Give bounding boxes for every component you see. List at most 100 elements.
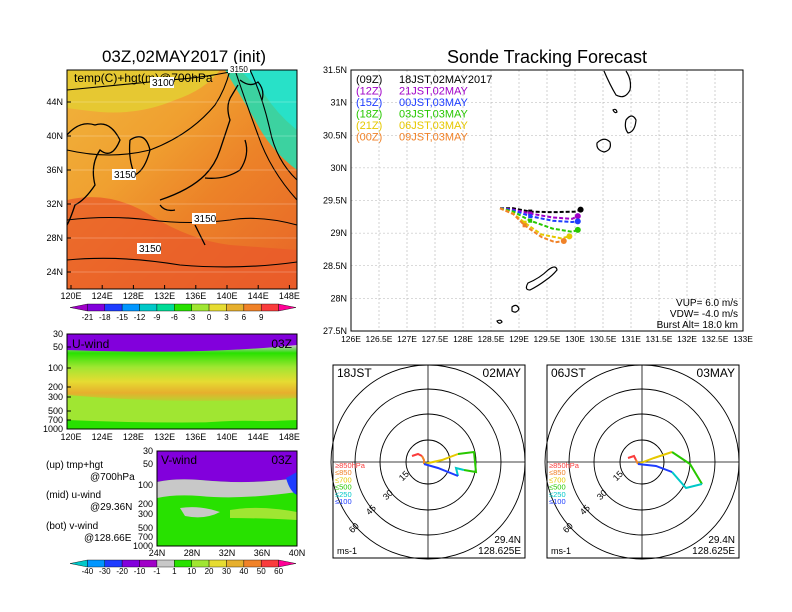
level-tick-label: 100 bbox=[138, 480, 153, 490]
level-tick-label: 300 bbox=[48, 392, 63, 402]
note-up-head: (up) tmp+hgt bbox=[46, 460, 103, 471]
track-lat-ticks: 31.5N 31N 30.5N 30N 29.5N 29N 28.5N 28N 27.5N bbox=[323, 65, 347, 336]
v-wind-frame bbox=[156, 450, 298, 547]
lat-tick-label: 31.5N bbox=[323, 65, 347, 75]
colorbar-swatch bbox=[87, 559, 105, 568]
level-tick-label: 200 bbox=[138, 499, 153, 509]
hodograph-trace bbox=[411, 452, 423, 457]
param-vdw: VDW= -4.0 m/s bbox=[670, 309, 738, 320]
legend-code: (12Z) bbox=[356, 86, 382, 98]
colorbar-swatch bbox=[69, 303, 88, 312]
track-mid-point bbox=[528, 214, 533, 219]
param-burst: Burst Alt= 18.0 km bbox=[657, 320, 738, 331]
track-end-point bbox=[560, 237, 567, 244]
u-wind-time: 03Z bbox=[271, 337, 292, 351]
colorbar-swatch bbox=[208, 559, 227, 568]
lon-tick-label: 128E bbox=[453, 334, 473, 344]
level-legend: ≤500 bbox=[335, 483, 352, 492]
lon-tick-label: 132E bbox=[677, 334, 697, 344]
hodograph-ring bbox=[619, 439, 665, 485]
lon-tick-label: 136E bbox=[185, 432, 206, 442]
level-tick-label: 500 bbox=[48, 406, 63, 416]
level-tick-label: 700 bbox=[138, 532, 153, 542]
track-line bbox=[499, 207, 579, 233]
level-legend: ≤500 bbox=[549, 483, 566, 492]
colorbar-swatch bbox=[139, 303, 158, 312]
lon-tick-label: 131E bbox=[621, 334, 641, 344]
colorbar-swatch bbox=[278, 303, 297, 312]
lon-tick-label: 144E bbox=[248, 432, 269, 442]
level-tick-label: 100 bbox=[48, 363, 63, 373]
colorbar-label: -20 bbox=[116, 567, 128, 576]
colorbar-label: 0 bbox=[207, 313, 212, 322]
colorbar-swatch bbox=[174, 303, 192, 312]
hodograph-trace bbox=[671, 451, 703, 485]
note-up-sub: @700hPa bbox=[90, 472, 135, 483]
hodograph-trace bbox=[454, 466, 465, 477]
colorbar-swatch bbox=[121, 559, 140, 568]
colorbar-swatch bbox=[243, 303, 262, 312]
contour-label: 3150 bbox=[139, 244, 162, 255]
track-end-point bbox=[566, 233, 573, 240]
colorbar-label: 60 bbox=[274, 567, 283, 576]
map-lon-ticks: 120E 124E 128E 132E 136E 140E 144E 148E bbox=[60, 285, 300, 301]
contour-label: 3100 bbox=[152, 78, 175, 89]
colorbar-swatch bbox=[139, 559, 158, 568]
colorbar-swatch bbox=[261, 559, 279, 568]
track-frame bbox=[350, 69, 744, 332]
wind-colorbar: -40 -30 -20 -10 -1 1 10 20 30 40 50 60 bbox=[69, 559, 297, 576]
track-end-point bbox=[574, 226, 581, 233]
lon-tick-label: 140E bbox=[216, 291, 237, 301]
level-tick-label: 30 bbox=[53, 329, 63, 339]
lat-tick-label: 31N bbox=[330, 98, 347, 108]
level-legend: ≤250 bbox=[335, 490, 352, 499]
hodograph-unit: ms-1 bbox=[551, 546, 571, 556]
colorbar-label: 30 bbox=[222, 567, 231, 576]
sonde-parameters: VUP= 6.0 m/s VDW= -4.0 m/s Burst Alt= 18… bbox=[657, 298, 738, 331]
level-tick-label: 700 bbox=[48, 415, 63, 425]
hodograph-unit: ms-1 bbox=[337, 546, 357, 556]
u-wind-lower-band bbox=[67, 395, 297, 423]
hodograph-ring bbox=[568, 388, 716, 536]
track-mid-point bbox=[522, 220, 527, 225]
map-label: temp(C)+hgt(m)@700hPa bbox=[74, 71, 213, 85]
sonde-title: Sonde Tracking Forecast bbox=[447, 47, 647, 67]
legend-time: 09JST,03MAY bbox=[399, 132, 469, 144]
note-mid-sub: @29.36N bbox=[90, 502, 132, 513]
map-lat-ticks: 44N 40N 36N 32N 28N 24N bbox=[46, 97, 71, 277]
contour-label: 3150 bbox=[114, 170, 137, 181]
hodograph-lat: 29.4N bbox=[494, 535, 521, 546]
level-legend: ≤850 bbox=[335, 468, 352, 477]
lat-tick-label: 28.5N bbox=[323, 261, 347, 271]
hodograph-trace bbox=[637, 451, 673, 465]
colorbar-swatch bbox=[121, 303, 140, 312]
contour-label: 3150 bbox=[230, 65, 248, 74]
colorbar-label: 9 bbox=[259, 313, 264, 322]
track-end-point bbox=[574, 213, 581, 220]
level-legend: ≤250 bbox=[549, 490, 566, 499]
level-legend: ≤100 bbox=[335, 497, 352, 506]
track-mid-point bbox=[528, 211, 533, 216]
legend-time: 00JST,03MAY bbox=[399, 97, 469, 109]
colorbar-label: 3 bbox=[224, 313, 229, 322]
map-grid bbox=[67, 101, 297, 273]
lon-tick-label: 132E bbox=[154, 291, 175, 301]
colorbar-swatch bbox=[278, 559, 297, 568]
lon-tick-label: 130.5E bbox=[590, 334, 617, 344]
u-wind-strong-west bbox=[67, 334, 297, 352]
lon-tick-label: 126.5E bbox=[366, 334, 393, 344]
track-mid-point bbox=[522, 223, 527, 228]
lat-tick-label: 30N bbox=[330, 163, 347, 173]
colorbar-swatch bbox=[156, 559, 175, 568]
lat-tick-label: 36N bbox=[254, 548, 271, 558]
v-wind-lat-ticks: 24N 28N 32N 36N 40N bbox=[149, 548, 306, 558]
lat-tick-label: 24N bbox=[149, 548, 166, 558]
u-wind-frame bbox=[66, 333, 298, 430]
hodograph-trace bbox=[457, 450, 478, 474]
hodograph-ring bbox=[544, 364, 740, 560]
lat-tick-label: 36N bbox=[46, 165, 63, 175]
colorbar-label: 40 bbox=[239, 567, 248, 576]
legend-time: 18JST,02MAY2017 bbox=[399, 74, 492, 86]
level-legend: ≤850 bbox=[549, 468, 566, 477]
